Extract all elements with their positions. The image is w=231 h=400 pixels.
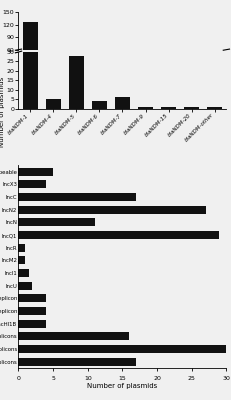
Bar [18,294,46,302]
Bar [46,73,61,75]
Bar [18,269,29,277]
Bar [18,168,53,176]
Bar [23,22,37,75]
Bar [18,218,95,226]
Bar [161,74,176,75]
Bar [69,56,84,108]
Bar [18,345,226,353]
Bar [115,72,130,75]
Bar [46,99,61,108]
Bar [69,63,84,75]
Bar [18,332,129,340]
Bar [18,307,46,315]
Bar [18,256,25,264]
Bar [18,282,32,290]
Bar [23,0,37,108]
Bar [161,107,176,108]
Bar [18,231,219,239]
Bar [184,107,199,108]
Text: Number of plasmids: Number of plasmids [0,77,5,147]
Bar [18,206,206,214]
Bar [18,193,136,201]
Bar [115,97,130,108]
Bar [207,107,222,108]
Bar [207,74,222,75]
Bar [18,180,46,188]
Bar [18,358,136,366]
Bar [18,244,25,252]
Bar [138,74,153,75]
Bar [92,101,107,108]
Bar [184,74,199,75]
Bar [18,320,46,328]
X-axis label: Number of plasmids: Number of plasmids [87,384,158,390]
Bar [138,107,153,108]
Bar [92,73,107,75]
